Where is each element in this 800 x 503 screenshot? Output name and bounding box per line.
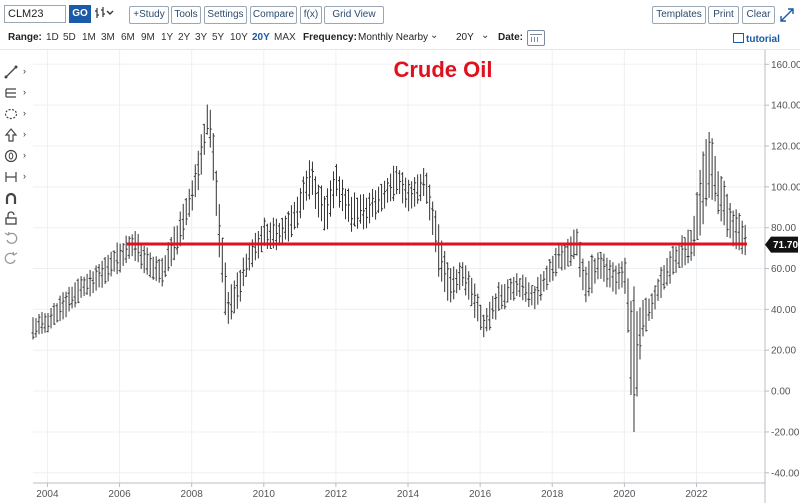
x-tick-label: 2010: [253, 489, 276, 500]
x-axis-ticks: 2004 2006 2008 2010 2012 2014 2016 2018 2020 2022: [36, 483, 708, 500]
ellipse-shape-icon: [4, 108, 18, 120]
padlock-icon: [5, 211, 17, 225]
circle-annotation-icon: [4, 149, 18, 163]
chevron-right-icon: ›: [23, 129, 26, 139]
range-option-5d[interactable]: 5D: [63, 32, 76, 43]
symbol-input[interactable]: [4, 5, 66, 23]
redo-icon[interactable]: [4, 251, 30, 267]
y-tick-label: -40.00: [771, 468, 800, 479]
range-option-9m[interactable]: 9M: [141, 32, 155, 43]
y-tick-label: 100.00: [771, 182, 800, 193]
range-option-6m[interactable]: 6M: [121, 32, 135, 43]
frequency-chevron-down-icon[interactable]: ⌄: [430, 30, 439, 41]
y-tick-label: 120.00: [771, 141, 800, 152]
y-tick-label: 140.00: [771, 101, 800, 112]
period-chevron-down-icon[interactable]: ⌄: [481, 30, 490, 41]
range-option-1m[interactable]: 1M: [82, 32, 96, 43]
x-tick-label: 2016: [469, 489, 492, 500]
y-tick-label: 60.00: [771, 264, 796, 275]
magnet-shape-icon: [5, 192, 17, 204]
fullscreen-icon[interactable]: [780, 8, 794, 27]
chart-type-icon[interactable]: [94, 6, 114, 24]
chevron-right-icon: ›: [23, 108, 26, 118]
range-option-3m[interactable]: 3M: [101, 32, 115, 43]
price-chart[interactable]: 160.00 140.00 120.00 100.00 80.00 60.00 40.00 2…: [0, 50, 800, 503]
x-tick-label: 2020: [613, 489, 636, 500]
x-tick-label: 2006: [108, 489, 131, 500]
settings-button[interactable]: Settings: [204, 6, 247, 24]
y-tick-label: -20.00: [771, 427, 800, 438]
shape-tool-icon[interactable]: ›: [4, 107, 30, 123]
range-option-10y[interactable]: 10Y: [230, 32, 248, 43]
calendar-icon[interactable]: [527, 30, 545, 46]
tutorial-link[interactable]: tutorial: [733, 33, 780, 45]
lock-icon[interactable]: [4, 211, 30, 227]
tools-button[interactable]: Tools: [171, 6, 201, 24]
study-button[interactable]: +Study: [129, 6, 169, 24]
y-tick-label: 160.00: [771, 60, 800, 71]
clear-button[interactable]: Clear: [742, 6, 775, 24]
y-tick-label: 80.00: [771, 223, 796, 234]
date-label: Date:: [498, 32, 524, 43]
expand-arrows-icon: [780, 8, 794, 22]
magnet-icon[interactable]: [4, 191, 30, 207]
y-tick-label: 0.00: [771, 387, 791, 398]
up-arrow-icon: [4, 128, 18, 142]
compare-button[interactable]: Compare: [250, 6, 297, 24]
go-button[interactable]: GO: [69, 5, 91, 23]
chevron-right-icon: ›: [23, 150, 26, 160]
undo-arrow-icon: [4, 231, 18, 244]
plot-area: [33, 50, 765, 503]
y-axis-ticks: 160.00 140.00 120.00 100.00 80.00 60.00 40.00 2…: [765, 60, 800, 479]
fx-button[interactable]: f(x): [300, 6, 322, 24]
grid-view-button[interactable]: Grid View: [324, 6, 384, 24]
x-tick-label: 2012: [325, 489, 348, 500]
chevron-right-icon: ›: [23, 171, 26, 181]
range-option-1y[interactable]: 1Y: [161, 32, 174, 43]
range-bar: Range: 1D 5D 1M 3M 6M 9M 1Y 2Y 3Y 5Y 10Y…: [0, 28, 800, 48]
range-option-2y[interactable]: 2Y: [178, 32, 191, 43]
frequency-label: Frequency:: [303, 32, 357, 43]
fib-levels-icon: [5, 88, 16, 98]
x-tick-label: 2022: [685, 489, 708, 500]
arrow-tool-icon[interactable]: ›: [4, 128, 30, 144]
trendline-icon: [4, 65, 18, 79]
line-tool-icon[interactable]: ›: [4, 65, 30, 81]
ohlc-bars-icon: [95, 7, 114, 18]
range-label: Range:: [8, 32, 42, 43]
range-option-5y[interactable]: 5Y: [212, 32, 225, 43]
chevron-right-icon: ›: [23, 66, 26, 76]
frequency-select[interactable]: Monthly Nearby: [358, 32, 429, 43]
ruler-icon: [5, 172, 17, 182]
undo-icon[interactable]: [4, 231, 30, 247]
x-tick-label: 2008: [181, 489, 204, 500]
range-option-3y[interactable]: 3Y: [195, 32, 208, 43]
period-select[interactable]: 20Y: [456, 32, 474, 43]
redo-arrow-icon: [4, 251, 18, 264]
toolbar-divider: [0, 49, 800, 50]
film-icon: [733, 33, 744, 43]
y-tick-label: 40.00: [771, 305, 796, 316]
range-option-max[interactable]: MAX: [274, 32, 296, 43]
fibonacci-tool-icon[interactable]: ›: [4, 86, 30, 102]
x-tick-label: 2014: [397, 489, 420, 500]
last-price-badge: 71.70: [765, 236, 798, 253]
x-tick-label: 2004: [36, 489, 59, 500]
y-tick-label: 20.00: [771, 346, 796, 357]
last-price-label: 71.70: [773, 240, 798, 251]
top-toolbar: GO +Study Tools Settings Compare f(x) Gr…: [0, 0, 800, 28]
chart-grid: [33, 50, 765, 483]
chart-title: Crude Oil: [393, 57, 492, 82]
range-option-1d[interactable]: 1D: [46, 32, 59, 43]
range-option-20y[interactable]: 20Y: [252, 32, 270, 43]
x-tick-label: 2018: [541, 489, 564, 500]
print-button[interactable]: Print: [708, 6, 739, 24]
ohlc-bar-series: [31, 104, 747, 433]
annotation-tool-icon[interactable]: ›: [4, 149, 30, 165]
chevron-right-icon: ›: [23, 87, 26, 97]
templates-button[interactable]: Templates: [652, 6, 706, 24]
measure-tool-icon[interactable]: ›: [4, 170, 30, 186]
last-price-badge-shape: [765, 236, 798, 253]
